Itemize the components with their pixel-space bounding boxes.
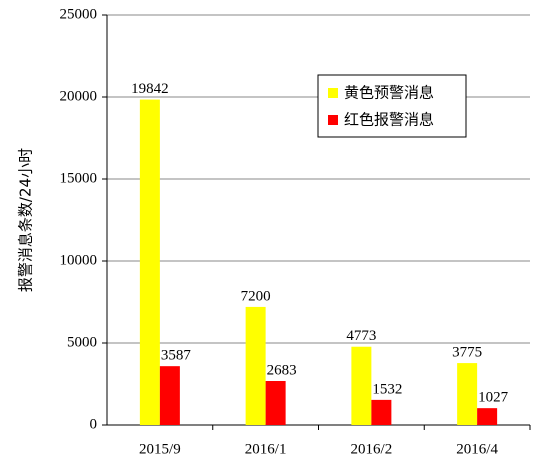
y-tick-label: 0 <box>90 416 98 432</box>
y-tick-label: 5000 <box>67 334 97 350</box>
x-tick-label: 2016/2 <box>351 441 393 457</box>
value-label: 4773 <box>346 328 376 344</box>
x-tick-label: 2016/4 <box>456 441 498 457</box>
y-axis-label: 报警消息条数/24小时 <box>17 148 35 292</box>
bar <box>159 366 180 425</box>
bar <box>371 399 392 425</box>
y-tick-label: 10000 <box>60 252 98 268</box>
legend-label: 红色报警消息 <box>344 111 434 129</box>
y-tick-label: 25000 <box>60 6 98 22</box>
value-label: 2683 <box>267 362 297 378</box>
bar <box>265 380 286 425</box>
legend-label: 黄色预警消息 <box>344 84 434 102</box>
value-label: 1532 <box>372 381 402 397</box>
legend-box <box>317 74 467 138</box>
value-label: 19842 <box>131 81 169 97</box>
legend-swatch <box>328 88 338 98</box>
x-tick-label: 2016/1 <box>245 441 287 457</box>
y-tick-label: 20000 <box>60 88 98 104</box>
bar <box>351 346 372 425</box>
value-label: 3775 <box>452 345 482 361</box>
bar <box>457 363 478 425</box>
bar <box>139 99 160 426</box>
bar <box>245 306 266 425</box>
value-label: 1027 <box>478 390 509 406</box>
value-label: 7200 <box>241 288 271 304</box>
x-tick-label: 2015/9 <box>139 441 181 457</box>
y-tick-label: 15000 <box>60 170 98 186</box>
value-label: 3587 <box>161 348 192 364</box>
bar <box>477 408 498 425</box>
legend-swatch <box>328 115 338 125</box>
